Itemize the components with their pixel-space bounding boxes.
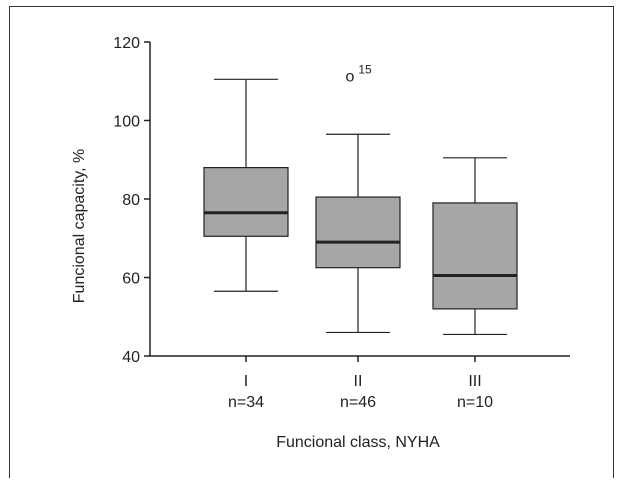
y-tick-label: 120	[113, 35, 140, 52]
x-tick-label: II	[354, 373, 363, 390]
box-group-I: In=34	[203, 78, 289, 411]
boxes: In=34 II n=46 III n=10 o 15	[203, 62, 518, 411]
outlier-marker: o	[346, 68, 355, 85]
x-tick-n-label: n=34	[228, 394, 264, 411]
outlier-label: 15	[358, 62, 372, 76]
x-tick-label: III	[468, 373, 481, 390]
x-tick-n-label: n=46	[340, 394, 376, 411]
y-tick-label: 60	[122, 271, 140, 288]
x-tick-n-label: n=10	[457, 394, 493, 411]
figure-frame	[9, 6, 614, 478]
x-axis-title: Funcional class, NYHA	[276, 434, 440, 451]
y-axis-title: Funcional capacity, %	[71, 149, 88, 303]
box-group-III: III n=10	[432, 157, 518, 411]
y-tick-label: 80	[122, 192, 140, 209]
iqr-box	[203, 167, 289, 237]
box-group-II: II n=46	[315, 133, 401, 411]
y-tick-label: 100	[113, 114, 140, 131]
iqr-box	[432, 202, 518, 310]
x-tick-label: I	[244, 373, 248, 390]
y-tick-label: 40	[122, 349, 140, 366]
axes: 40 60 80 100 120	[113, 35, 570, 366]
iqr-box	[315, 196, 401, 269]
